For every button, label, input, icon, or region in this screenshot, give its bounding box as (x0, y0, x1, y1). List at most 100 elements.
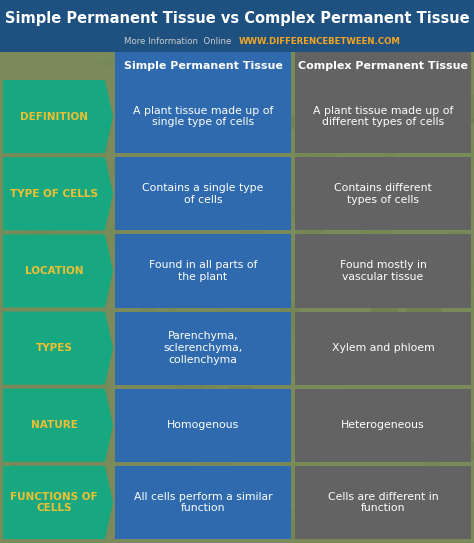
Bar (140, 359, 175, 368)
Bar (403, 400, 423, 409)
Bar (115, 157, 291, 230)
Bar (168, 376, 183, 387)
Bar (388, 97, 418, 109)
Bar (403, 254, 425, 274)
Bar (200, 449, 237, 471)
Bar (229, 387, 253, 396)
Bar (381, 423, 417, 441)
Bar (128, 237, 155, 249)
Bar (39, 201, 53, 216)
Bar (457, 447, 474, 476)
Bar (434, 8, 441, 22)
Bar (236, 272, 270, 285)
Bar (462, 396, 470, 416)
Bar (295, 389, 471, 462)
Bar (346, 180, 382, 197)
Bar (88, 225, 123, 249)
Bar (115, 235, 291, 307)
Bar (153, 81, 167, 103)
Bar (115, 80, 291, 153)
Bar (282, 324, 302, 343)
Bar (38, 317, 52, 342)
Polygon shape (3, 157, 113, 230)
Polygon shape (3, 389, 113, 462)
Bar (264, 210, 289, 224)
Bar (86, 123, 106, 133)
Bar (301, 226, 309, 252)
Bar (390, 330, 400, 348)
Bar (128, 400, 138, 411)
Bar (351, 103, 385, 127)
Bar (389, 136, 413, 153)
Bar (431, 504, 440, 519)
Bar (87, 365, 103, 380)
Bar (457, 201, 472, 213)
Bar (280, 302, 300, 330)
Bar (450, 100, 458, 116)
Bar (157, 353, 170, 374)
Text: Cells are different in
function: Cells are different in function (328, 491, 438, 513)
Bar (407, 343, 419, 366)
Bar (456, 15, 466, 30)
Bar (115, 312, 291, 384)
Bar (21, 503, 40, 529)
Bar (198, 2, 222, 17)
Bar (455, 54, 472, 83)
Bar (209, 471, 231, 477)
Text: Contains a single type
of cells: Contains a single type of cells (142, 183, 264, 205)
Bar (13, 206, 50, 225)
Bar (372, 301, 398, 327)
Text: Found mostly in
vascular tissue: Found mostly in vascular tissue (339, 260, 427, 282)
Text: Xylem and phloem: Xylem and phloem (332, 343, 434, 353)
Bar (424, 460, 440, 473)
Bar (160, 320, 168, 339)
Bar (12, 464, 18, 484)
Bar (295, 80, 471, 153)
Bar (403, 46, 433, 72)
Bar (410, 25, 430, 42)
Bar (159, 94, 164, 107)
Bar (440, 281, 474, 311)
Bar (281, 463, 318, 488)
Bar (83, 0, 106, 10)
Bar (320, 125, 333, 144)
Bar (419, 240, 440, 255)
Bar (439, 269, 447, 298)
Bar (226, 513, 261, 519)
Bar (261, 482, 281, 496)
Bar (312, 220, 320, 235)
Bar (374, 450, 390, 460)
Bar (218, 79, 250, 86)
Bar (341, 365, 365, 382)
Bar (21, 355, 40, 367)
Bar (269, 23, 275, 46)
Bar (426, 206, 431, 214)
Bar (428, 0, 459, 6)
Bar (6, 0, 12, 16)
Bar (470, 294, 474, 319)
Bar (235, 194, 252, 219)
Text: DEFINITION: DEFINITION (20, 111, 88, 122)
Bar (468, 118, 474, 124)
Bar (255, 166, 286, 184)
Bar (132, 439, 140, 447)
Bar (70, 0, 84, 1)
Bar (357, 314, 365, 339)
Bar (110, 524, 146, 530)
Bar (258, 55, 289, 74)
Bar (306, 434, 335, 449)
Bar (330, 449, 364, 459)
Text: A plant tissue made up of
different types of cells: A plant tissue made up of different type… (313, 106, 453, 128)
Text: Parenchyma,
sclerenchyma,
collenchyma: Parenchyma, sclerenchyma, collenchyma (164, 331, 243, 365)
Bar (124, 260, 153, 274)
Bar (290, 521, 296, 539)
Bar (16, 28, 29, 47)
Bar (61, 82, 95, 103)
Bar (292, 184, 299, 198)
Bar (275, 64, 311, 74)
Bar (281, 201, 289, 228)
Bar (302, 131, 341, 149)
Bar (264, 52, 276, 64)
Bar (362, 88, 379, 105)
Bar (393, 512, 419, 523)
